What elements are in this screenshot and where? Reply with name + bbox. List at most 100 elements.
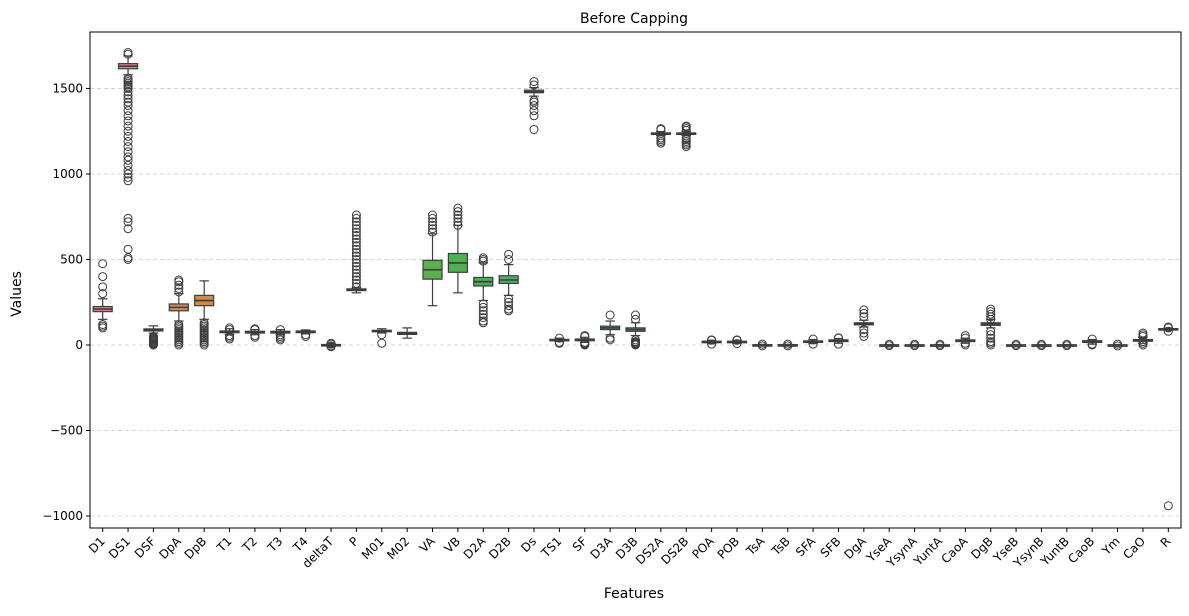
outlier-point [123, 217, 133, 227]
outlier-point [859, 328, 869, 338]
outlier-point [478, 309, 488, 319]
outlier-point [833, 333, 843, 343]
outlier-point [351, 213, 361, 223]
outlier-point [351, 268, 361, 278]
y-tick-label: 0 [75, 338, 83, 352]
outlier-point [504, 297, 514, 307]
outlier-point [757, 339, 767, 349]
y-axis-title: Values [9, 271, 25, 317]
outlier-point [1113, 339, 1123, 349]
box-deltaT [320, 338, 342, 352]
outlier-point [428, 220, 438, 230]
outlier-point [859, 325, 869, 335]
outlier-point [351, 241, 361, 251]
outlier-point [98, 319, 108, 329]
box-CaO [1132, 328, 1154, 350]
outlier-point [529, 80, 539, 90]
box-D3B [625, 310, 646, 350]
outlier-point [98, 282, 108, 292]
outlier-point [529, 106, 539, 116]
box-TsB [777, 339, 798, 351]
outlier-point [859, 312, 869, 322]
outlier-point [123, 176, 133, 186]
outlier-point [504, 254, 514, 264]
box-YseA [879, 339, 900, 351]
x-axis-title: Features [604, 586, 664, 602]
outlier-point [453, 220, 463, 230]
outlier-point [123, 147, 133, 157]
box-R [1158, 322, 1179, 511]
outlier-point [656, 124, 666, 134]
outlier-point [605, 333, 615, 343]
outlier-point [199, 318, 209, 328]
outlier-point [351, 234, 361, 244]
outlier-point [884, 339, 894, 349]
outlier-point [656, 133, 666, 143]
outlier-point [123, 172, 133, 182]
outlier-point [910, 339, 920, 349]
boxes-layer [92, 48, 1179, 511]
box-DSF [143, 325, 164, 350]
outlier-point [351, 251, 361, 261]
y-axis: −1000 −500 0 500 1000 1500 [42, 81, 90, 523]
outlier-point [123, 116, 133, 126]
outlier-point [123, 224, 133, 234]
outlier-point [986, 307, 996, 317]
outlier-point [351, 282, 361, 292]
outlier-point [351, 265, 361, 275]
outlier-point [529, 95, 539, 105]
outlier-point [707, 339, 717, 349]
box-DpB [194, 280, 215, 350]
outlier-point [1163, 322, 1173, 332]
outlier-point [631, 310, 640, 320]
outlier-point [1087, 334, 1097, 344]
outlier-point [960, 331, 970, 341]
box-CaoB [1082, 334, 1103, 350]
outlier-point [351, 231, 361, 241]
outlier-point [351, 272, 361, 282]
outlier-point [707, 335, 717, 345]
outlier-point [123, 90, 133, 100]
outlier-point [351, 275, 361, 285]
outlier-point [123, 111, 133, 121]
outlier-point [504, 304, 514, 314]
outlier-point [1163, 326, 1173, 336]
outlier-point [174, 287, 184, 297]
box-T1 [219, 323, 240, 344]
outlier-point [98, 272, 108, 282]
outlier-point [428, 224, 438, 234]
outlier-point [529, 124, 539, 134]
outlier-point [148, 331, 158, 341]
box-VB [447, 203, 469, 294]
box-TsA [752, 339, 773, 351]
outlier-point [1011, 339, 1021, 349]
outlier-point [275, 325, 285, 335]
outlier-point [732, 335, 742, 345]
outlier-point [301, 330, 311, 340]
box-SFB [828, 333, 849, 349]
chart-title: Before Capping [580, 11, 688, 27]
outlier-point [1036, 339, 1046, 349]
outlier-point [833, 339, 843, 349]
box-DS2B [676, 121, 697, 152]
box-M02 [397, 327, 418, 339]
outlier-point [631, 335, 640, 345]
outlier-point [428, 227, 438, 237]
outlier-point [123, 131, 133, 141]
box-M01 [371, 328, 392, 348]
outlier-point [351, 227, 361, 237]
outlier-point [935, 339, 945, 349]
outlier-point [275, 330, 285, 340]
box-POA [701, 335, 722, 349]
box-POB [726, 335, 748, 349]
outlier-point [453, 203, 463, 213]
box-Ds [523, 77, 545, 134]
outlier-point [351, 220, 361, 230]
outlier-point [808, 339, 818, 349]
outlier-point [351, 248, 361, 258]
box-CaoA [955, 331, 976, 350]
outlier-point [351, 261, 361, 271]
outlier-point [986, 304, 996, 314]
